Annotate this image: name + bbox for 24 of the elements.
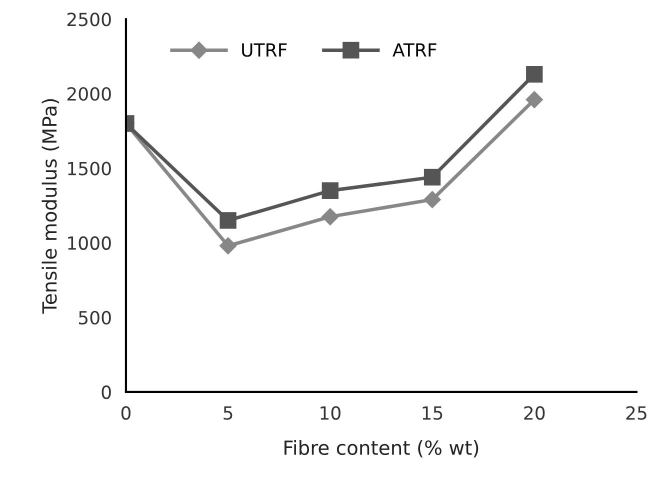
x-tick-label: 0 [121,406,131,420]
point [322,208,339,226]
x-tick-label: 15 [422,406,442,420]
y-tick-label: 2500 [67,12,111,26]
point [322,182,339,199]
y-tick-label: 1000 [68,236,111,250]
point [220,212,236,229]
y-axis-title: Tensile modulus (MPa) [42,99,60,314]
y-tick-label: 1500 [68,162,111,176]
legend-label: UTRF [242,43,287,57]
legend-label: ATRF [392,43,436,57]
point [526,91,543,108]
x-tick-label: 10 [320,406,340,420]
x-tick-label: 25 [626,406,646,420]
y-tick-label: 0 [102,385,111,400]
point [424,191,441,208]
x-tick-label: 5 [224,406,232,420]
point [526,66,543,83]
point [220,237,237,254]
x-axis-title: Fibre content (% wt) [284,440,478,458]
y-tick-label: 500 [79,310,111,325]
x-tick-label: 20 [524,406,545,420]
y-tick-label: 2000 [67,87,111,101]
point [424,168,441,186]
